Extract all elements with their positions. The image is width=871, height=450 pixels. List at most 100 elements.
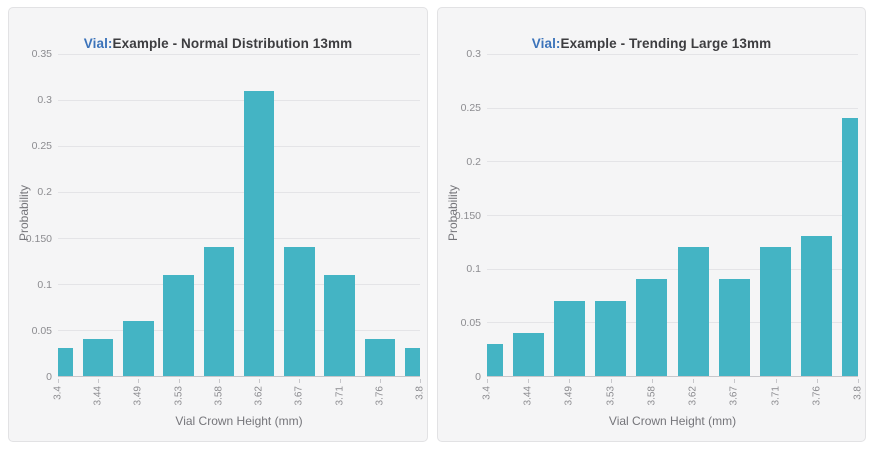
x-axis-title: Vial Crown Height (mm) — [608, 414, 737, 428]
gridline — [58, 192, 420, 194]
x-tick — [858, 379, 859, 383]
x-tick — [816, 379, 818, 383]
x-tick-label: 3.71 — [770, 386, 782, 406]
x-tick — [259, 379, 261, 383]
gridline — [487, 322, 858, 324]
x-tick — [379, 379, 381, 383]
y-tick-label: 0.05 — [31, 324, 52, 337]
bar-3.8[interactable] — [842, 118, 858, 376]
x-tick-label: 3.53 — [605, 386, 617, 406]
bar-3.71[interactable] — [759, 247, 792, 376]
x-axis-title: Vial Crown Height (mm) — [175, 414, 303, 428]
x-tick-label: 3.4 — [481, 386, 493, 400]
gridline — [58, 330, 420, 332]
x-tick-label: 3.58 — [213, 386, 225, 406]
x-tick — [734, 379, 736, 383]
y-tick-label: 0.1 — [37, 278, 52, 291]
y-tick-label: 0.35 — [31, 48, 52, 60]
bar-3.62[interactable] — [243, 90, 275, 376]
y-tick-label: 0.2 — [466, 155, 481, 168]
x-tick-label: 3.67 — [728, 386, 740, 406]
x-tick-label: 3.62 — [253, 386, 265, 406]
x-tick-label: 3.49 — [132, 386, 144, 406]
x-tick-label: 3.49 — [563, 386, 575, 406]
y-tick-label: 0.05 — [460, 317, 481, 330]
bar-3.8[interactable] — [404, 348, 420, 376]
plot-area — [487, 54, 858, 377]
x-tick — [98, 379, 100, 383]
plot-area — [58, 54, 420, 377]
chart-card-trending-large: Vial:Example - Trending Large 13mm Proba… — [437, 7, 866, 442]
y-tick-label: 0.2 — [37, 186, 52, 199]
gridline — [58, 284, 420, 286]
chart-title-text: Example - Trending Large 13mm — [560, 35, 772, 51]
x-tick — [178, 379, 180, 383]
bar-3.62[interactable] — [677, 247, 709, 376]
x-tick — [299, 379, 301, 383]
x-tick — [693, 379, 695, 383]
x-axis: 3.4 3.44 3.49 3.53 3.58 3.62 3.67 3.71 3.76 3.8 — [53, 379, 426, 415]
gridline — [487, 215, 858, 216]
y-tick-label: 0.25 — [31, 140, 52, 153]
x-tick-label: 3.4 — [52, 386, 64, 400]
x-tick — [58, 379, 59, 383]
x-tick-label: 3.62 — [687, 386, 699, 406]
chart-card-normal-distribution: Vial:Example - Normal Distribution 13mm … — [8, 7, 428, 442]
x-tick-label: 3.76 — [374, 386, 386, 406]
gridline — [58, 54, 420, 55]
x-tick — [487, 379, 488, 383]
x-tick-label: 3.71 — [334, 386, 346, 406]
y-tick-label: 0.25 — [460, 101, 481, 114]
chart-title-prefix: Vial: — [531, 35, 561, 51]
bar-3.53[interactable] — [595, 300, 627, 376]
x-tick-label: 3.53 — [173, 386, 185, 406]
chart-title-text: Example - Normal Distribution 13mm — [112, 35, 353, 51]
x-tick — [651, 379, 653, 383]
x-tick-label: 3.44 — [522, 386, 534, 406]
bar-3.76[interactable] — [801, 236, 833, 376]
gridline — [487, 54, 858, 55]
x-tick-label: 3.76 — [811, 386, 823, 406]
gridline — [487, 268, 858, 270]
x-tick — [420, 379, 421, 383]
y-tick-label: 0.150 — [25, 232, 52, 245]
x-tick — [339, 379, 341, 383]
bar-3.4[interactable] — [58, 348, 74, 376]
x-axis: 3.4 3.44 3.49 3.53 3.58 3.62 3.67 3.71 3.76 3.8 — [482, 379, 864, 415]
bar-3.4[interactable] — [487, 343, 503, 376]
gridline — [487, 161, 858, 163]
gridline — [487, 107, 858, 109]
gridline — [58, 238, 420, 239]
gridline — [58, 100, 420, 101]
chart-title-prefix: Vial: — [83, 35, 113, 51]
bar-3.67[interactable] — [718, 279, 750, 376]
chart-title: Vial:Example - Normal Distribution 13mm — [9, 36, 427, 51]
bar-3.58[interactable] — [203, 247, 235, 376]
x-tick-label: 3.8 — [414, 386, 426, 400]
chart-title: Vial:Example - Trending Large 13mm — [438, 36, 865, 51]
x-tick — [218, 379, 220, 383]
bar-3.58[interactable] — [636, 279, 668, 376]
bar-3.76[interactable] — [364, 339, 395, 376]
x-tick — [569, 379, 571, 383]
bar-3.44[interactable] — [512, 333, 544, 376]
bar-3.67[interactable] — [284, 247, 315, 376]
y-tick-label: 0 — [475, 371, 481, 383]
bar-3.71[interactable] — [324, 274, 355, 376]
y-tick-label: 0.3 — [466, 48, 481, 60]
y-tick-label: 0.3 — [37, 94, 52, 107]
bar-3.44[interactable] — [83, 339, 114, 376]
bar-3.53[interactable] — [163, 274, 194, 376]
y-tick-label: 0.150 — [454, 209, 481, 222]
x-tick-label: 3.8 — [852, 386, 864, 400]
x-tick — [138, 379, 140, 383]
bar-3.49[interactable] — [123, 320, 154, 376]
x-tick — [610, 379, 612, 383]
x-tick-label: 3.67 — [293, 386, 305, 406]
bar-3.49[interactable] — [553, 300, 586, 376]
y-tick-label: 0 — [46, 371, 52, 383]
x-tick-label: 3.58 — [646, 386, 658, 406]
gridline — [58, 146, 420, 147]
y-tick-label: 0.1 — [466, 263, 481, 276]
x-tick-label: 3.44 — [92, 386, 104, 406]
